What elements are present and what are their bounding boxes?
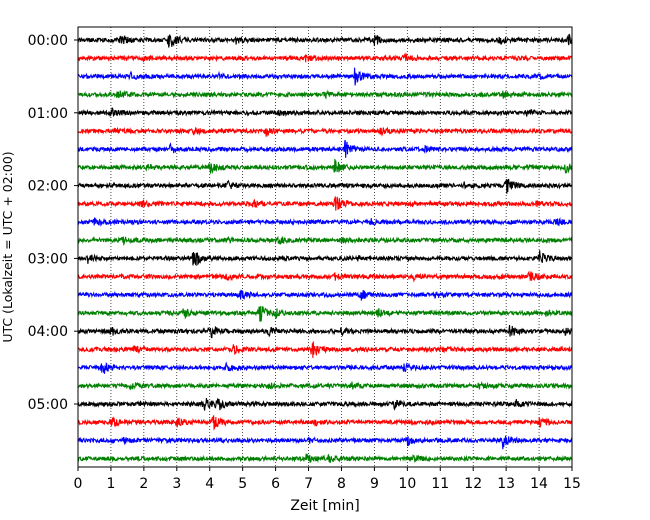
- trace-row-0315: [77, 270, 573, 283]
- x-tick-label-6: 6: [271, 476, 280, 492]
- y-tick-label-05:00: 05:00: [28, 397, 68, 413]
- grid-layer: [110, 27, 540, 467]
- trace-row-0515: [77, 415, 573, 431]
- plot-frame: [77, 26, 573, 468]
- trace-row-0145: [77, 158, 573, 175]
- y-tick-label-02:00: 02:00: [28, 179, 68, 195]
- x-axis-ticks: 0 1 2 3 4 5 6 7 8 9 10 11 12 13 14 15: [74, 467, 581, 492]
- x-tick-label-12: 12: [464, 476, 482, 492]
- trace-row-0045: [77, 89, 573, 100]
- trace-row-0230: [77, 217, 573, 227]
- trace-row-0030: [77, 67, 573, 86]
- x-tick-label-4: 4: [205, 476, 214, 492]
- y-axis-title: UTC (Lokalzeit = UTC + 02:00): [0, 151, 15, 342]
- y-tick-label-00:00: 00:00: [28, 33, 68, 49]
- y-tick-label-04:00: 04:00: [28, 324, 68, 340]
- trace-row-0400: [77, 325, 573, 339]
- trace-row-0200: [77, 178, 573, 194]
- trace-row-0115: [77, 126, 573, 138]
- x-tick-label-5: 5: [238, 476, 247, 492]
- plot-background: [78, 27, 572, 467]
- trace-row-0330: [77, 289, 573, 301]
- trace-row-0100: [77, 107, 573, 118]
- trace-row-0530: [77, 435, 573, 450]
- x-tick-label-7: 7: [304, 476, 313, 492]
- x-tick-label-8: 8: [337, 476, 346, 492]
- x-tick-label-9: 9: [370, 476, 379, 492]
- trace-row-0300: [77, 250, 573, 267]
- x-tick-label-14: 14: [530, 476, 548, 492]
- trace-row-0015: [77, 52, 573, 63]
- trace-row-0430: [77, 361, 573, 374]
- trace-row-0130: [77, 139, 573, 158]
- trace-row-0245: [77, 236, 573, 247]
- trace-row-0545: [77, 453, 573, 464]
- x-tick-label-2: 2: [139, 476, 148, 492]
- trace-row-0500: [77, 397, 573, 411]
- x-tick-label-13: 13: [497, 476, 515, 492]
- trace-row-0415: [77, 341, 573, 358]
- x-tick-label-0: 0: [74, 476, 83, 492]
- x-tick-label-10: 10: [398, 476, 416, 492]
- trace-layer: [77, 33, 573, 464]
- y-axis-ticks: 00:00 01:00 02:00 03:00 04:00 05:00: [28, 33, 78, 413]
- x-tick-label-3: 3: [172, 476, 181, 492]
- y-tick-label-01:00: 01:00: [28, 106, 68, 122]
- x-axis-title: Zeit [min]: [290, 498, 359, 514]
- trace-row-0345: [77, 306, 573, 322]
- x-tick-label-1: 1: [106, 476, 115, 492]
- trace-row-0445: [77, 380, 573, 391]
- y-tick-label-03:00: 03:00: [28, 251, 68, 267]
- x-tick-label-15: 15: [563, 476, 581, 492]
- x-tick-label-11: 11: [431, 476, 449, 492]
- trace-row-0215: [77, 196, 573, 211]
- trace-row-0000: [77, 33, 573, 48]
